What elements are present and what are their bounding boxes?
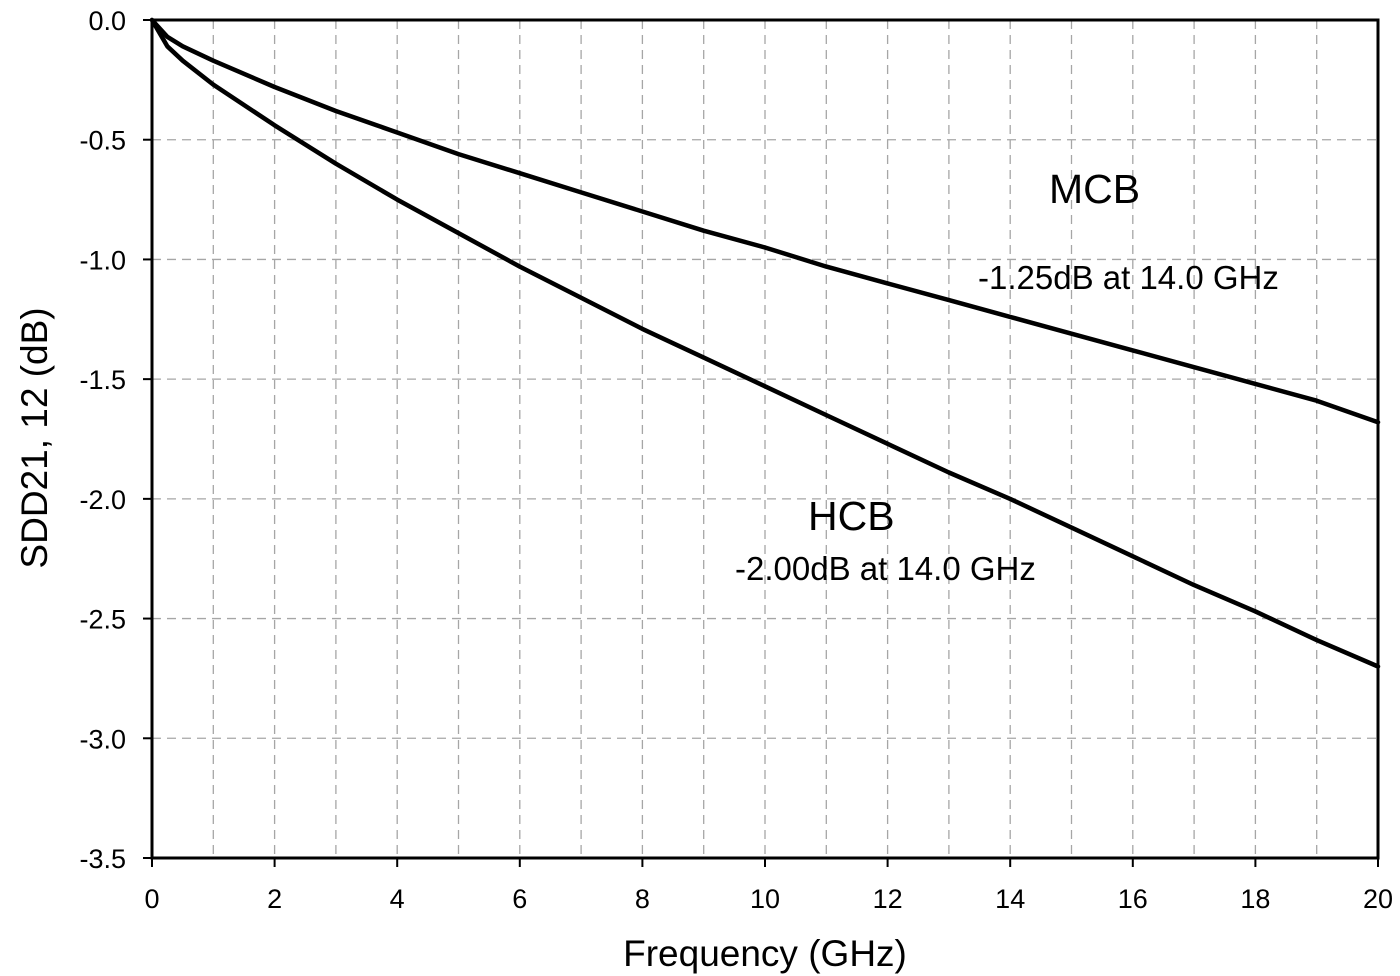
series-label-hcb: HCB	[808, 493, 895, 539]
x-tick-label: 2	[267, 884, 282, 914]
annotation-mcb: -1.25dB at 14.0 GHz	[978, 259, 1279, 296]
x-axis-title: Frequency (GHz)	[623, 933, 907, 974]
series-line-mcb	[149, 17, 1381, 425]
labels: MCB -1.25dB at 14.0 GHz HCB -2.00dB at 1…	[14, 6, 1393, 974]
x-tick-label: 14	[995, 884, 1025, 914]
y-tick-label: -2.0	[79, 485, 126, 515]
series-lines	[149, 17, 1381, 669]
x-tick-label: 0	[144, 884, 159, 914]
y-axis-title: SDD21, 12 (dB)	[14, 307, 55, 568]
y-tick-label: -1.0	[79, 245, 126, 275]
grid	[152, 20, 1378, 858]
x-tick-label: 18	[1240, 884, 1270, 914]
y-tick-label: -0.5	[79, 126, 126, 156]
series-label-mcb: MCB	[1049, 166, 1140, 212]
y-tick-label: -2.5	[79, 605, 126, 635]
x-tick-label: 4	[390, 884, 405, 914]
x-tick-label: 16	[1118, 884, 1148, 914]
y-tick-label: -3.0	[79, 724, 126, 754]
x-tick-label: 8	[635, 884, 650, 914]
y-tick-label: 0.0	[88, 6, 126, 36]
series-line-hcb	[149, 17, 1381, 669]
y-tick-label: -3.5	[79, 844, 126, 874]
x-tick-label: 6	[512, 884, 527, 914]
x-tick-label: 20	[1363, 884, 1393, 914]
axes	[143, 18, 1380, 867]
x-tick-label: 12	[873, 884, 903, 914]
annotation-hcb: -2.00dB at 14.0 GHz	[735, 550, 1036, 587]
y-tick-label: -1.5	[79, 365, 126, 395]
x-tick-label: 10	[750, 884, 780, 914]
